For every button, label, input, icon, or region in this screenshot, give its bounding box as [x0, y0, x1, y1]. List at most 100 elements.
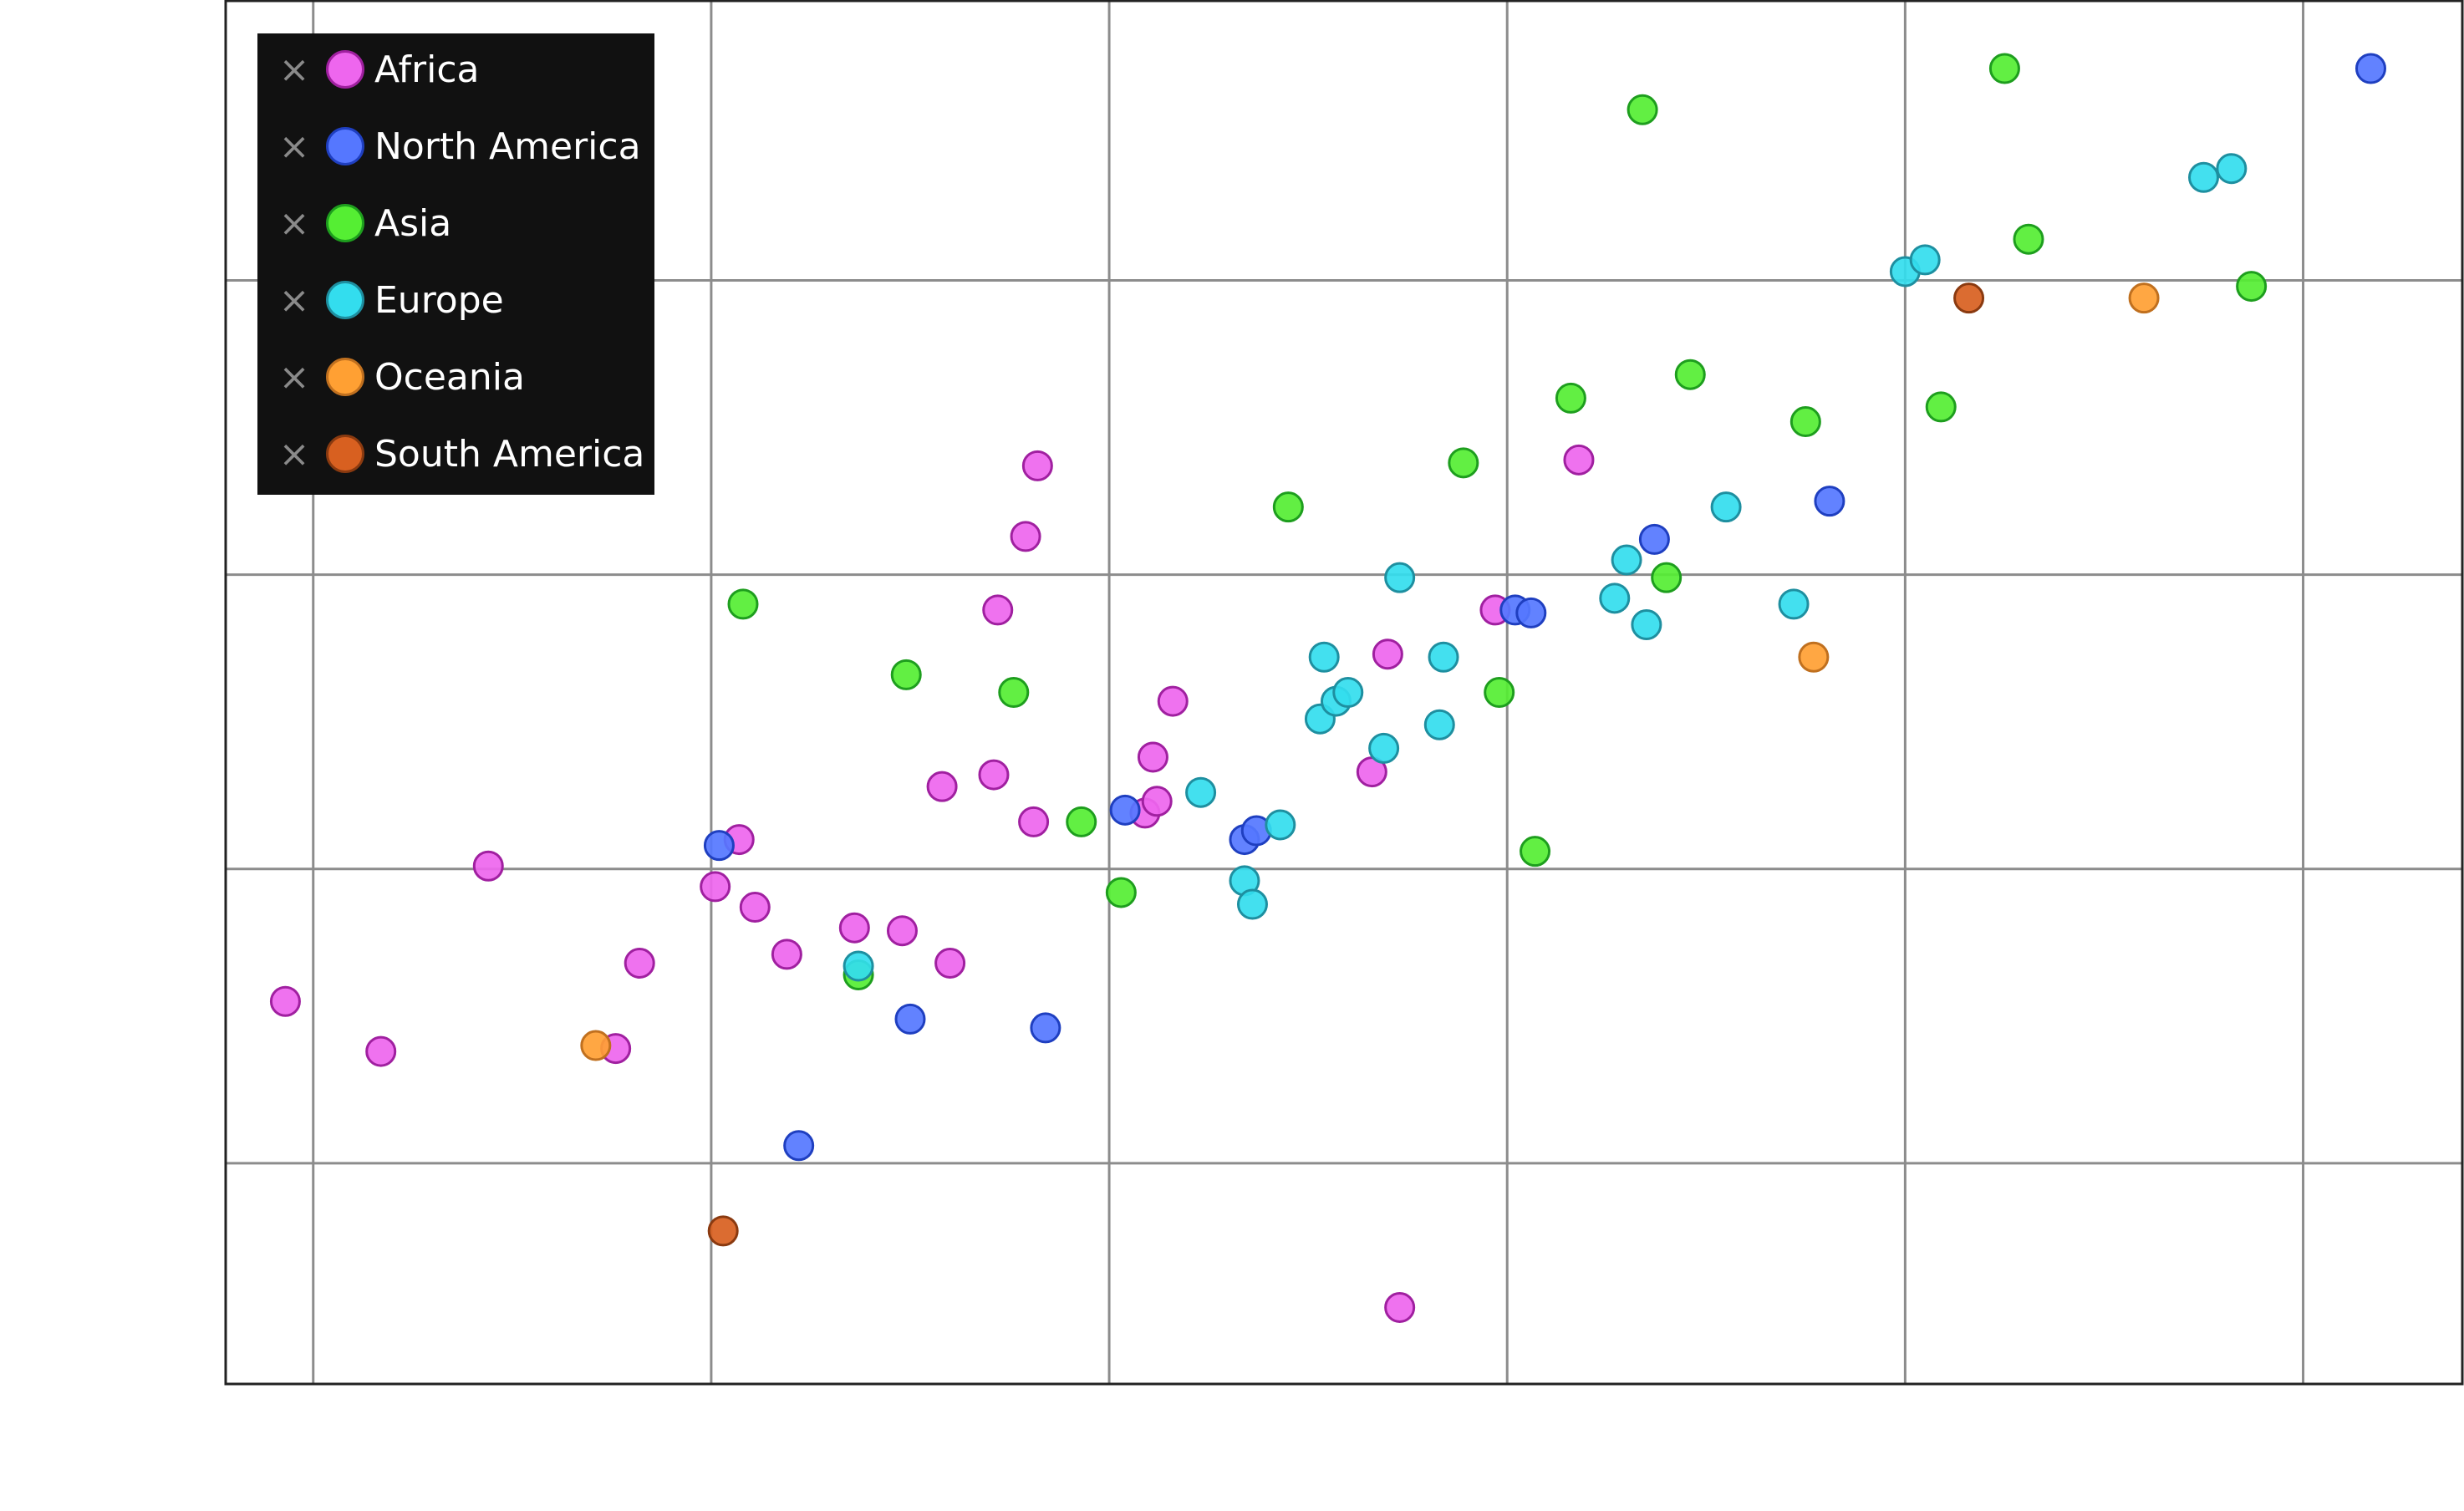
data-point[interactable]: [472, 850, 504, 882]
data-point[interactable]: [580, 1030, 612, 1061]
data-point[interactable]: [1265, 809, 1296, 841]
data-point[interactable]: [1599, 583, 1631, 614]
data-point[interactable]: [1368, 732, 1400, 764]
data-point[interactable]: [269, 985, 301, 1017]
close-icon[interactable]: ×: [278, 433, 310, 476]
data-point[interactable]: [2355, 53, 2386, 84]
data-point[interactable]: [982, 594, 1014, 626]
data-point[interactable]: [1109, 794, 1141, 826]
data-point[interactable]: [1018, 806, 1050, 837]
plot-frame: [224, 0, 2464, 1386]
data-point[interactable]: [2128, 282, 2160, 314]
data-point[interactable]: [1925, 391, 1957, 423]
data-point[interactable]: [1710, 491, 1742, 523]
data-point[interactable]: [700, 871, 731, 903]
data-point[interactable]: [1515, 597, 1547, 628]
data-point[interactable]: [2187, 161, 2219, 193]
data-point[interactable]: [926, 771, 958, 802]
legend-item-asia[interactable]: × Asia: [257, 189, 654, 266]
data-point[interactable]: [1448, 447, 1479, 479]
data-point[interactable]: [1010, 521, 1041, 552]
data-point[interactable]: [1520, 836, 1551, 867]
legend-swatch: [326, 50, 364, 89]
series-europe: [843, 153, 2248, 982]
data-point[interactable]: [1988, 53, 2020, 84]
data-point[interactable]: [783, 1130, 815, 1162]
legend-label: South America: [374, 433, 645, 476]
data-point[interactable]: [1778, 588, 1810, 620]
data-point[interactable]: [1909, 244, 1941, 276]
data-point[interactable]: [739, 892, 771, 923]
data-point[interactable]: [1814, 486, 1845, 517]
data-point[interactable]: [1185, 776, 1217, 808]
close-icon[interactable]: ×: [278, 48, 310, 91]
data-point[interactable]: [1563, 444, 1595, 476]
data-point[interactable]: [1798, 641, 1830, 673]
close-icon[interactable]: ×: [278, 125, 310, 168]
data-point[interactable]: [838, 912, 870, 944]
legend-item-oceania[interactable]: × Oceania: [257, 343, 654, 420]
close-icon[interactable]: ×: [278, 279, 310, 322]
legend-item-europe[interactable]: × Europe: [257, 266, 654, 343]
series-north-america: [703, 53, 2386, 1162]
data-point[interactable]: [1272, 491, 1304, 523]
legend-swatch: [326, 281, 364, 319]
data-point[interactable]: [1638, 523, 1670, 555]
data-point[interactable]: [1137, 741, 1168, 773]
legend-swatch: [326, 204, 364, 242]
data-point[interactable]: [1372, 638, 1403, 670]
data-point[interactable]: [707, 1215, 739, 1247]
legend-swatch: [326, 435, 364, 473]
data-point[interactable]: [1789, 406, 1821, 438]
data-point[interactable]: [771, 939, 802, 970]
data-point[interactable]: [1611, 544, 1642, 576]
data-point[interactable]: [1308, 641, 1340, 673]
data-points: [269, 53, 2386, 1323]
data-point[interactable]: [1021, 450, 1053, 481]
data-point[interactable]: [703, 830, 735, 862]
data-point[interactable]: [1105, 877, 1137, 908]
data-point[interactable]: [2013, 223, 2044, 255]
data-point[interactable]: [1423, 709, 1455, 740]
data-point[interactable]: [843, 950, 874, 982]
data-point[interactable]: [1555, 382, 1586, 414]
data-point[interactable]: [1428, 641, 1459, 673]
data-point[interactable]: [934, 947, 966, 979]
data-point[interactable]: [998, 677, 1030, 708]
legend-item-africa[interactable]: × Africa: [257, 35, 654, 112]
legend-item-north-america[interactable]: × North America: [257, 112, 654, 189]
data-point[interactable]: [1627, 94, 1658, 125]
series-south-america: [707, 282, 1985, 1247]
data-point[interactable]: [894, 1003, 926, 1035]
series-africa: [269, 444, 1595, 1323]
data-point[interactable]: [1141, 786, 1173, 817]
grid-lines: [226, 1, 2462, 1384]
data-point[interactable]: [1953, 282, 1985, 314]
data-point[interactable]: [1384, 1291, 1416, 1323]
legend-label: Europe: [374, 279, 504, 322]
data-point[interactable]: [1066, 806, 1097, 837]
data-point[interactable]: [624, 947, 655, 979]
data-point[interactable]: [886, 915, 918, 947]
data-point[interactable]: [1332, 677, 1364, 708]
close-icon[interactable]: ×: [278, 202, 310, 245]
data-point[interactable]: [1384, 562, 1416, 593]
data-point[interactable]: [1674, 359, 1706, 390]
data-point[interactable]: [1631, 609, 1662, 641]
data-point[interactable]: [1236, 888, 1268, 920]
data-point[interactable]: [2216, 153, 2248, 185]
legend-item-south-america[interactable]: × South America: [257, 420, 654, 496]
data-point[interactable]: [1484, 677, 1515, 708]
data-point[interactable]: [978, 759, 1010, 791]
data-point[interactable]: [1651, 562, 1683, 593]
data-point[interactable]: [727, 588, 759, 620]
data-point[interactable]: [1157, 685, 1189, 717]
legend-label: Oceania: [374, 356, 525, 399]
data-point[interactable]: [2236, 271, 2268, 303]
data-point[interactable]: [890, 659, 922, 690]
close-icon[interactable]: ×: [278, 356, 310, 399]
data-point[interactable]: [365, 1035, 397, 1067]
data-point[interactable]: [1030, 1012, 1061, 1044]
legend-swatch: [326, 358, 364, 396]
